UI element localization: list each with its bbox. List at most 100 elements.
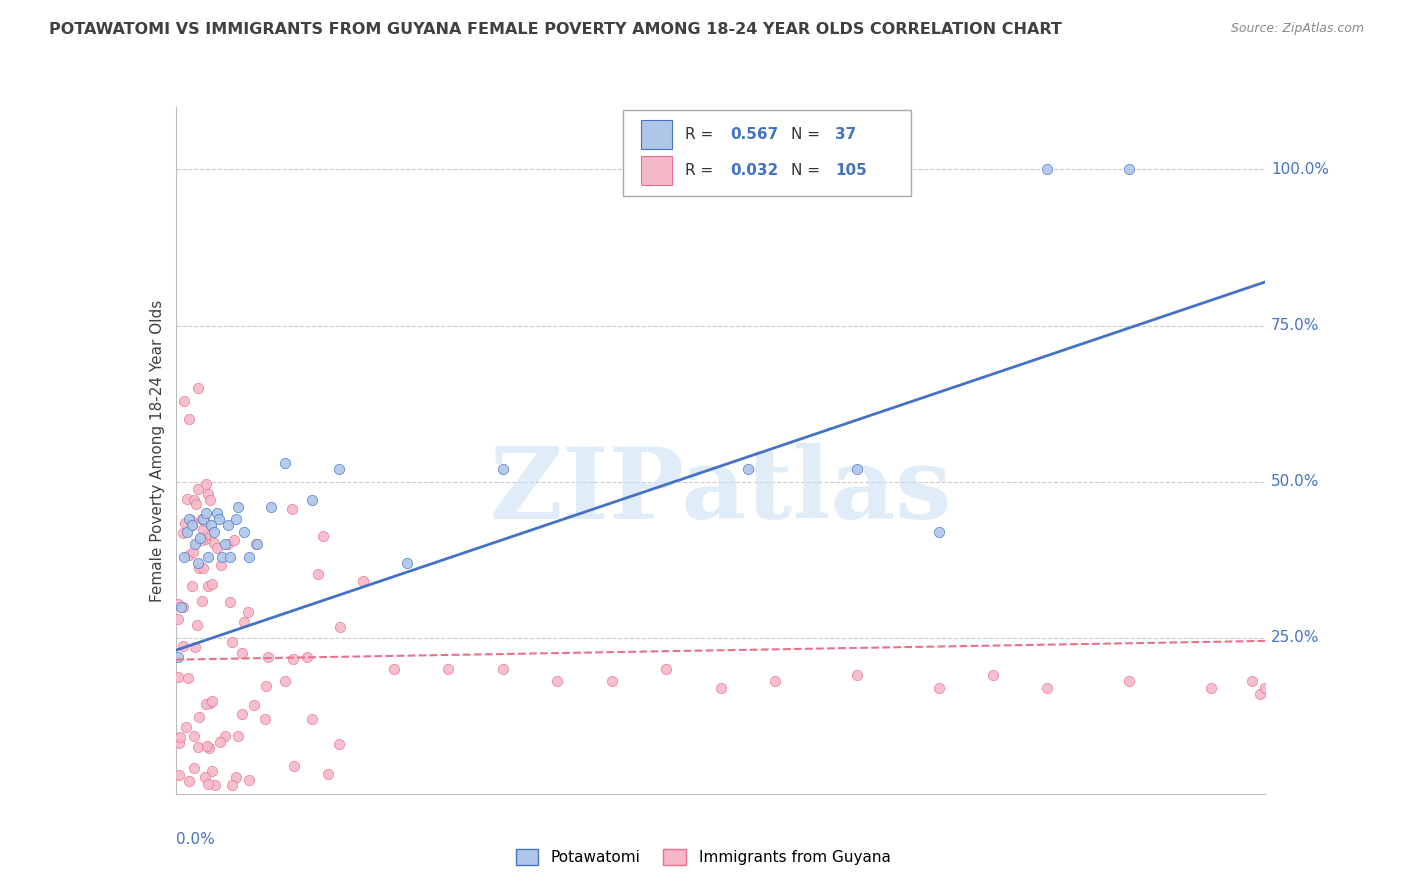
Point [238, 773, 260, 788]
Point [187, 483, 209, 497]
Point [207, 541, 229, 556]
Point [274, 674, 297, 689]
Point [173, 549, 195, 564]
Point [202, 535, 225, 549]
Point [181, 579, 204, 593]
Point [329, 620, 352, 634]
Point [260, 500, 283, 514]
Point [197, 777, 219, 791]
Text: 25.0%: 25.0% [1271, 631, 1319, 645]
Text: ZIPatlas: ZIPatlas [489, 443, 952, 541]
Point [301, 712, 323, 726]
Point [205, 506, 228, 520]
Point [492, 662, 515, 676]
Point [191, 594, 214, 608]
Point [217, 518, 239, 533]
Point [214, 729, 236, 743]
Point [845, 668, 868, 682]
Point [307, 567, 329, 582]
Point [1118, 674, 1140, 689]
Point [201, 764, 224, 778]
Point [312, 529, 335, 543]
Point [228, 500, 250, 514]
Point [221, 635, 243, 649]
Point [184, 537, 207, 551]
Point [281, 502, 304, 516]
Point [208, 512, 231, 526]
Point [191, 512, 214, 526]
Point [245, 537, 267, 551]
Point [167, 597, 190, 611]
Point [198, 493, 221, 508]
Point [546, 674, 568, 689]
Text: R =: R = [685, 163, 717, 178]
Point [214, 537, 236, 551]
Point [232, 615, 254, 629]
Text: 75.0%: 75.0% [1271, 318, 1319, 333]
Point [195, 527, 218, 541]
Point [217, 537, 239, 551]
Point [204, 779, 226, 793]
Text: 37: 37 [835, 127, 856, 142]
Text: N =: N = [792, 127, 825, 142]
Point [232, 524, 254, 539]
Point [167, 612, 190, 626]
Point [318, 767, 340, 781]
Point [253, 712, 276, 726]
Text: R =: R = [685, 127, 717, 142]
Point [226, 729, 249, 743]
Text: 105: 105 [835, 163, 866, 178]
Point [184, 640, 207, 655]
Point [201, 694, 224, 708]
Point [194, 697, 217, 711]
Point [179, 412, 201, 426]
Point [183, 492, 205, 507]
Point [186, 617, 208, 632]
Text: 50.0%: 50.0% [1271, 475, 1319, 489]
Point [177, 548, 200, 562]
Point [928, 681, 950, 695]
Point [170, 599, 193, 614]
Text: 100.0%: 100.0% [1271, 162, 1329, 177]
Point [1199, 681, 1222, 695]
Point [238, 549, 260, 564]
Point [187, 740, 209, 755]
Point [195, 477, 218, 491]
Point [763, 674, 786, 689]
Point [188, 561, 211, 575]
Point [195, 739, 218, 754]
Point [194, 506, 217, 520]
Point [191, 512, 214, 526]
Point [177, 773, 200, 788]
Point [197, 549, 219, 564]
Point [655, 662, 678, 676]
Point [231, 646, 253, 660]
Point [1240, 674, 1263, 689]
Point [167, 736, 190, 750]
Point [437, 662, 460, 676]
Point [236, 605, 259, 619]
Point [172, 600, 194, 615]
Point [224, 533, 246, 548]
Point [328, 462, 350, 476]
Point [169, 731, 191, 745]
Text: 0.032: 0.032 [730, 163, 779, 178]
Point [219, 549, 242, 564]
Point [1254, 681, 1277, 695]
Point [221, 778, 243, 792]
Point [194, 770, 217, 784]
Point [301, 493, 323, 508]
Point [173, 393, 195, 408]
Point [179, 512, 201, 526]
Point [191, 522, 214, 536]
Point [928, 524, 950, 539]
Point [180, 513, 202, 527]
Point [180, 518, 202, 533]
Point [274, 456, 297, 470]
Point [167, 649, 190, 664]
Text: 0.567: 0.567 [730, 127, 779, 142]
Point [183, 761, 205, 775]
Point [197, 487, 219, 501]
Point [183, 729, 205, 743]
Point [191, 560, 214, 574]
